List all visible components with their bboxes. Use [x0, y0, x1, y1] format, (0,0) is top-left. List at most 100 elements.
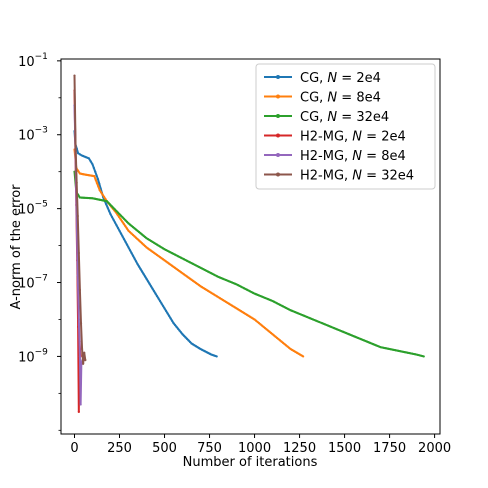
series-point [130, 251, 133, 255]
series-point [77, 318, 80, 321]
series-point [107, 201, 110, 204]
series-point [143, 235, 147, 239]
series-point [84, 359, 87, 362]
series-point [262, 325, 265, 328]
series-point [125, 243, 129, 246]
series-point [158, 299, 162, 303]
series-point [77, 251, 80, 255]
series-point [179, 331, 183, 334]
series-point [268, 330, 271, 333]
series-point [83, 196, 86, 199]
series-point [134, 236, 138, 239]
legend-label-symbol: N [352, 130, 362, 145]
series-point [278, 339, 282, 342]
series-point [148, 282, 151, 285]
series-point [269, 331, 273, 335]
legend-marker [276, 153, 280, 157]
series-point [110, 204, 113, 208]
series-point [139, 267, 142, 271]
series-point [80, 347, 84, 351]
series-point [260, 324, 264, 327]
series-point [83, 351, 86, 354]
y-tick-exponent: −9 [35, 347, 49, 357]
series-point [151, 287, 154, 290]
series-point [96, 177, 100, 181]
legend-label-value: 2e4 [356, 71, 381, 86]
series-point [77, 152, 80, 155]
series-point [94, 178, 97, 181]
series-point [176, 327, 180, 330]
x-tick-label: 750 [197, 441, 222, 456]
series-point [79, 322, 83, 325]
series-point [163, 307, 166, 310]
series-point [131, 254, 135, 257]
series-point [286, 345, 289, 348]
series-point [274, 335, 277, 338]
series-point [113, 221, 117, 224]
series-point [175, 325, 178, 328]
series-point [119, 232, 123, 235]
series-point [145, 277, 148, 280]
series-point [272, 334, 276, 337]
legend-item: CG, N = 8e4 [264, 91, 381, 106]
series-point [280, 340, 283, 343]
series-point [254, 319, 258, 322]
series-point [74, 144, 77, 147]
series-point [89, 197, 93, 200]
legend-label-equals: = [362, 169, 381, 184]
series-point [118, 229, 121, 232]
series-point [95, 174, 98, 177]
series-point [86, 196, 89, 200]
series-point [124, 225, 127, 228]
legend-label-symbol: N [327, 71, 337, 86]
y-tick-exponent: −3 [35, 126, 48, 136]
series-point [275, 336, 279, 340]
series-point [78, 153, 81, 156]
legend-label-value: 32e4 [381, 169, 414, 184]
series-point [115, 224, 118, 227]
series-point [87, 157, 91, 160]
series-point [91, 163, 94, 166]
series-point [188, 340, 192, 344]
series-point [131, 226, 135, 229]
series-point [134, 260, 138, 263]
legend-label: H2-MG, N = 8e4 [300, 149, 406, 164]
series-point [133, 235, 136, 238]
series-point [80, 362, 83, 365]
series-point [184, 336, 187, 339]
x-axis-label: Number of iterations [183, 455, 318, 470]
series-point [277, 338, 280, 341]
series-point [178, 329, 181, 332]
legend-label-symbol: N [352, 169, 362, 184]
series-point [172, 322, 175, 325]
series-point [105, 203, 108, 206]
series-point [281, 341, 285, 344]
series-point [77, 410, 80, 413]
y-tick-label: 10−3 [18, 126, 48, 144]
series-point [187, 339, 190, 342]
series-point [108, 203, 112, 206]
legend-label-prefix: CG, [300, 110, 327, 125]
x-tick-label: 1000 [238, 441, 271, 456]
x-tick-label: 1500 [328, 441, 361, 456]
series-point [82, 362, 85, 365]
x-tick-label: 2000 [418, 441, 451, 456]
series-point [78, 288, 81, 292]
series-point [92, 166, 95, 170]
x-axis: 0 250 500 750 1000 1250 1500 1750 2000 [70, 434, 451, 456]
series-point [122, 238, 126, 241]
legend-label-symbol: N [327, 91, 337, 106]
series-point [146, 280, 150, 283]
legend-item: H2-MG, N = 8e4 [264, 149, 406, 164]
x-tick-label: 500 [152, 441, 177, 456]
series-point [125, 227, 129, 230]
legend-item: H2-MG, N = 32e4 [264, 169, 414, 184]
series-point [76, 214, 79, 218]
series-point [122, 222, 125, 225]
legend-label: CG, N = 8e4 [300, 91, 381, 106]
series-point [302, 355, 305, 358]
series-point [422, 355, 425, 358]
series-point [133, 257, 136, 260]
